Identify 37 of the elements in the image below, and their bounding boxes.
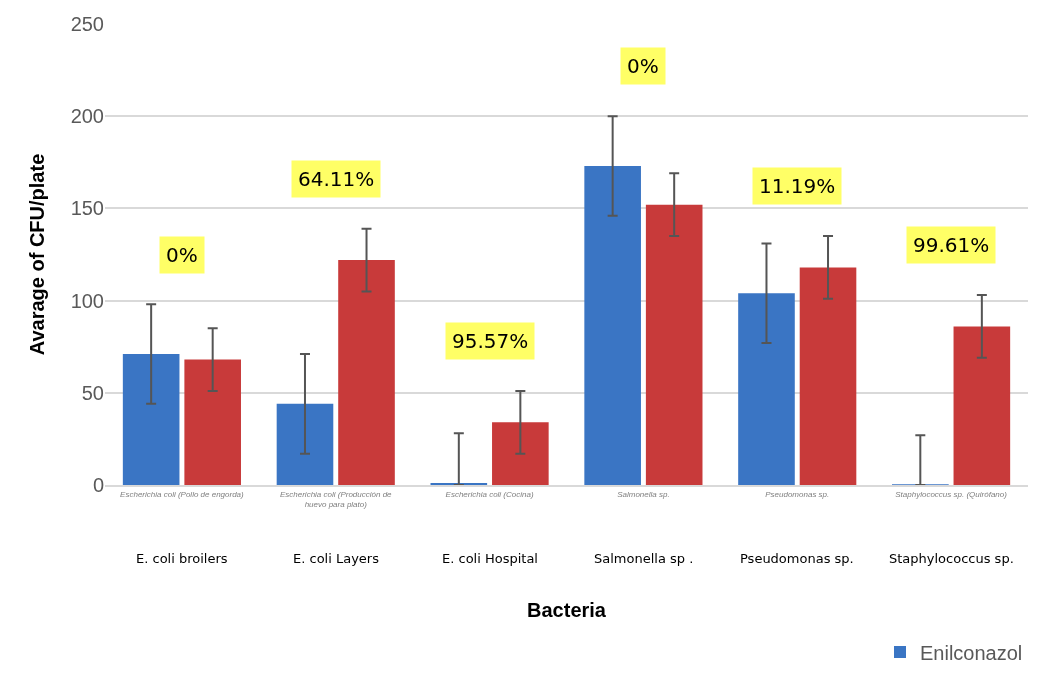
bar — [492, 422, 549, 485]
text: E. coli Layers — [293, 551, 380, 566]
y-tick-label: 200 — [70, 105, 104, 128]
y-tick-label: 50 — [81, 381, 104, 404]
text: Staphylococcus sp. — [889, 551, 1014, 566]
bar — [584, 165, 641, 485]
x-tick-label: Staphylococcus sp. (Quirófano) — [895, 489, 1008, 499]
y-tick-label: 250 — [70, 13, 104, 35]
legend-label: Enilconazol — [920, 641, 1023, 664]
annotation: 0% — [166, 243, 198, 267]
x-tick-label: Escherichia coli (Producción de huevo para plato) — [279, 489, 393, 509]
x-tick-label: Salmonella sp. — [617, 489, 670, 499]
y-tick-label: 150 — [70, 197, 104, 220]
bar — [338, 260, 395, 485]
x-axis-title: Bacteria — [527, 599, 607, 621]
y-axis-title: Avarage of CFU/plate — [26, 153, 49, 356]
y-tick-label: 0 — [92, 474, 104, 496]
annotation: 64.11% — [298, 167, 375, 191]
bar — [276, 403, 334, 485]
text: Pseudomonas sp. — [740, 551, 854, 566]
bar — [645, 204, 703, 485]
x-tick-label: Pseudomonas sp. — [765, 489, 830, 499]
bar — [738, 293, 795, 485]
annotation: 99.61% — [913, 233, 990, 257]
y-tick-label: 100 — [70, 289, 104, 312]
annotation: 0% — [627, 54, 659, 78]
bar — [184, 359, 241, 485]
bar — [122, 354, 180, 485]
text: Salmonella sp . — [594, 551, 694, 566]
bar — [799, 267, 857, 485]
x-tick-label: Escherichia coli (Pollo de engorda) — [120, 489, 245, 499]
annotation: 11.19% — [759, 174, 836, 198]
text: E. coli broilers — [136, 551, 228, 566]
bar — [953, 326, 1011, 485]
x-tick-label: Escherichia coli (Cocina) — [445, 489, 534, 499]
annotation: 95.57% — [452, 329, 529, 353]
text: E. coli Hospital — [442, 551, 538, 566]
